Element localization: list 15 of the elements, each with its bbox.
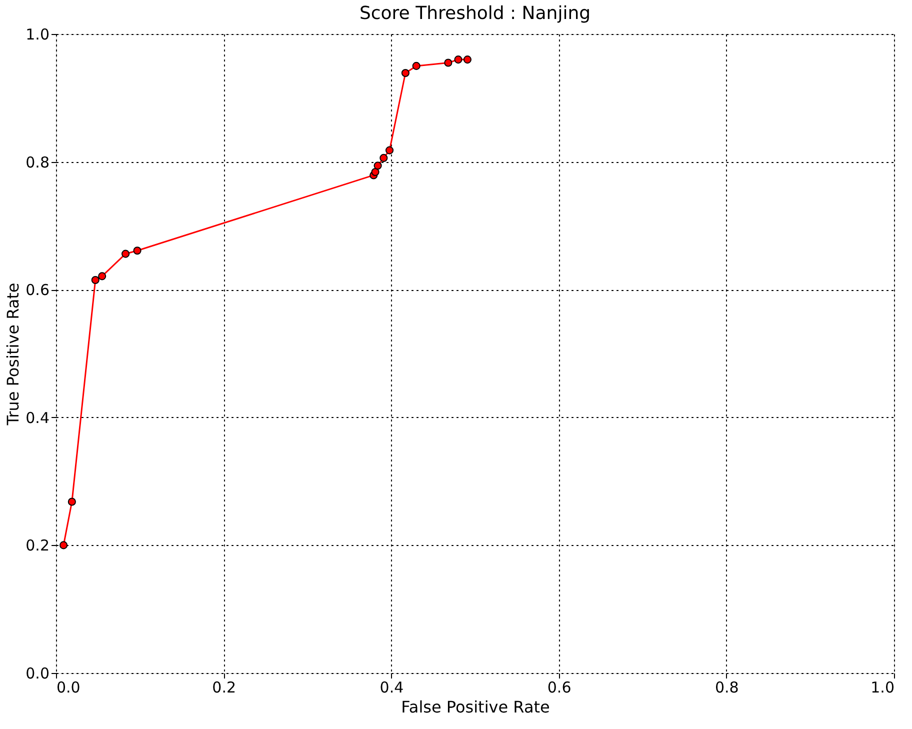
x-axis-title: False Positive Rate (401, 698, 550, 716)
x-tick-label: 0.2 (212, 678, 236, 696)
x-tick-label: 1.0 (870, 678, 894, 696)
y-axis-title: True Positive Rate (4, 282, 23, 426)
y-tick-label: 0.0 (26, 664, 50, 682)
x-tick-label: 0.8 (714, 678, 739, 696)
y-tick-label: 0.8 (26, 153, 50, 172)
x-tick-label: 0.4 (380, 678, 404, 696)
chart-title: Score Threshold : Nanjing (359, 3, 591, 24)
y-tick-label: 0.4 (26, 408, 50, 427)
y-tick-label: 1.0 (26, 26, 50, 44)
x-tick-label: 0.6 (547, 678, 572, 696)
x-tick-label: 0.0 (56, 678, 80, 696)
y-tick-label: 0.6 (26, 281, 50, 300)
y-tick-label: 0.2 (26, 536, 50, 555)
